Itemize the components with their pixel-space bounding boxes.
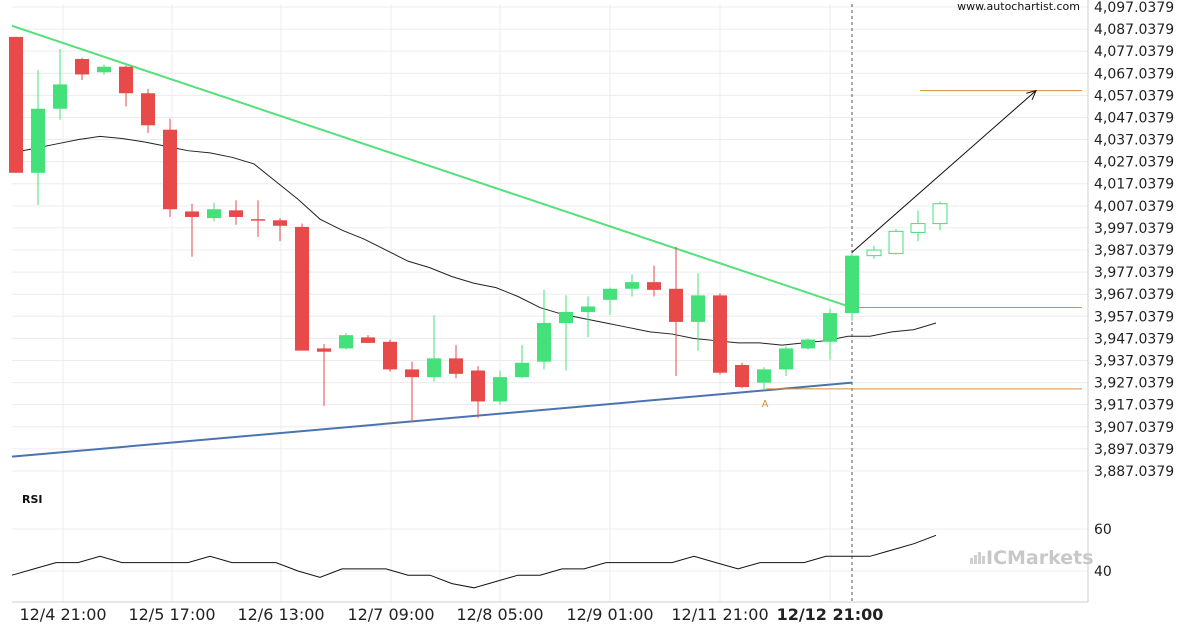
candle-body-up — [625, 282, 639, 289]
price-tick-label: 4,027.0379 — [1094, 155, 1174, 171]
candle-body-up — [691, 295, 705, 322]
candle-body-down — [471, 370, 485, 402]
rsi-line — [11, 534, 937, 589]
candle-body-down — [713, 295, 727, 373]
time-tick-label: 12/6 13:00 — [237, 605, 324, 624]
candle-body-down — [141, 93, 155, 126]
source-label: www.autochartist.com — [957, 0, 1080, 13]
price-tick-label: 4,067.0379 — [1094, 66, 1174, 82]
forecast-candle-body — [910, 223, 926, 233]
brand-logo-bar — [982, 556, 985, 564]
price-tick-label: 3,947.0379 — [1094, 331, 1174, 347]
candle-body-up — [603, 288, 617, 300]
brand-logo-bar — [978, 552, 981, 564]
price-tick-label: 3,927.0379 — [1094, 376, 1174, 392]
candle-body-down — [647, 282, 661, 290]
candle-body-down — [185, 211, 199, 217]
candle-body-down — [295, 226, 309, 351]
price-tick-label: 4,047.0379 — [1094, 110, 1174, 126]
candle-body-up — [559, 311, 573, 324]
candle-body-down — [251, 219, 265, 221]
time-tick-label: 12/7 09:00 — [347, 605, 434, 624]
time-tick-label: 12/9 01:00 — [566, 605, 653, 624]
price-tick-label: 4,017.0379 — [1094, 177, 1174, 193]
price-tick-label: 3,887.0379 — [1094, 464, 1174, 480]
time-tick-label: 12/4 21:00 — [19, 605, 106, 624]
price-tick-label: 3,897.0379 — [1094, 442, 1174, 458]
candle-body-up — [845, 255, 859, 314]
rsi-label: RSI — [22, 493, 43, 506]
candle-body-up — [515, 362, 529, 378]
candle-body-down — [383, 341, 397, 370]
candle-body-up — [801, 339, 815, 349]
price-tick-label: 4,007.0379 — [1094, 199, 1174, 215]
price-tick-label: 4,087.0379 — [1094, 22, 1174, 38]
price-tick-label: 3,977.0379 — [1094, 265, 1174, 281]
candle-body-down — [229, 210, 243, 217]
brand-logo-bar — [974, 555, 977, 564]
candle-body-up — [31, 108, 45, 173]
price-tick-label: 3,907.0379 — [1094, 420, 1174, 436]
candle-body-up — [537, 323, 551, 362]
time-tick-label: 12/8 05:00 — [456, 605, 543, 624]
candle-body-up — [339, 335, 353, 349]
candle-body-up — [779, 348, 793, 370]
candle-body-down — [9, 36, 23, 173]
candle-body-up — [493, 377, 507, 402]
price-tick-label: 3,937.0379 — [1094, 353, 1174, 369]
forecast-candle-body — [888, 230, 904, 254]
projection-arrow — [851, 90, 1037, 253]
candle-body-up — [53, 84, 67, 109]
candle-body-down — [75, 59, 89, 75]
price-tick-label: 4,057.0379 — [1094, 88, 1174, 104]
candle-body-up — [757, 369, 771, 383]
candle-body-up — [427, 358, 441, 378]
brand-logo-bar — [970, 558, 973, 564]
candle-body-up — [581, 306, 595, 312]
candle-body-down — [669, 288, 683, 322]
price-tick-label: 3,987.0379 — [1094, 243, 1174, 259]
candle-body-down — [449, 358, 463, 374]
price-tick-label: 3,997.0379 — [1094, 221, 1174, 237]
forecast-candle-body — [932, 203, 948, 225]
resistance-trendline — [11, 24, 853, 309]
candle-body-down — [361, 337, 375, 343]
time-tick-label: 12/11 21:00 — [671, 605, 768, 624]
brand-watermark: ICMarkets — [986, 547, 1094, 569]
pattern-point-label: A — [762, 399, 769, 410]
candle-body-down — [317, 348, 331, 352]
candle-body-down — [735, 364, 749, 388]
candle-body-down — [405, 369, 419, 378]
time-tick-label: 12/12 21:00 — [777, 605, 884, 624]
candle-body-up — [207, 209, 221, 219]
price-tick-label: 4,037.0379 — [1094, 133, 1174, 149]
rsi-tick-label: 60 — [1094, 522, 1112, 538]
price-tick-label: 3,957.0379 — [1094, 309, 1174, 325]
price-tick-label: 4,077.0379 — [1094, 44, 1174, 60]
time-tick-label: 12/5 17:00 — [128, 605, 215, 624]
forecast-candle-body — [866, 249, 882, 257]
price-tick-label: 3,967.0379 — [1094, 287, 1174, 303]
candle-body-up — [97, 66, 111, 73]
price-tick-label: 3,917.0379 — [1094, 398, 1174, 414]
candle-body-up — [823, 313, 837, 342]
candle-body-down — [119, 66, 133, 94]
projection-arrow-head — [1026, 89, 1037, 101]
candle-body-down — [273, 220, 287, 226]
price-tick-label: 4,097.0379 — [1094, 0, 1174, 16]
support-trendline — [11, 381, 853, 458]
plot-area — [12, 4, 1088, 602]
candle-body-down — [163, 129, 177, 210]
rsi-tick-label: 40 — [1094, 564, 1112, 580]
